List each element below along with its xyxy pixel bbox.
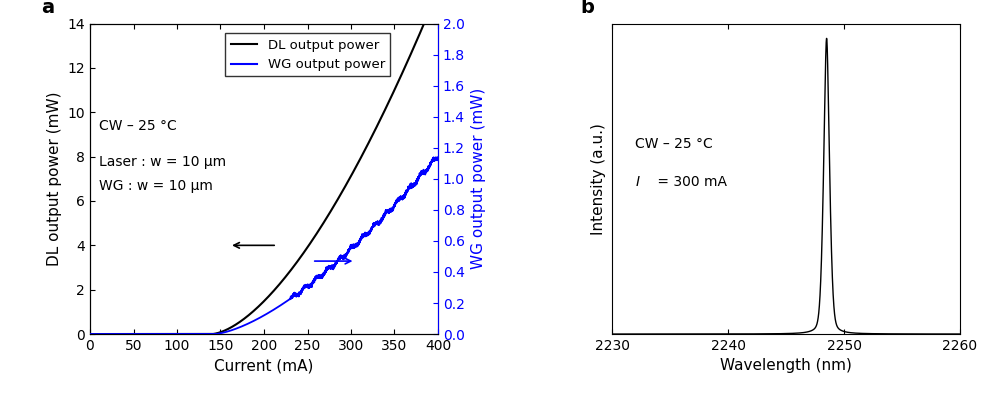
Text: I: I bbox=[635, 175, 639, 189]
Text: CW – 25 °C: CW – 25 °C bbox=[99, 119, 176, 133]
Y-axis label: WG output power (mW): WG output power (mW) bbox=[471, 88, 486, 270]
Text: a: a bbox=[41, 0, 54, 17]
Text: b: b bbox=[581, 0, 595, 17]
Legend: DL output power, WG output power: DL output power, WG output power bbox=[225, 33, 390, 76]
Text: CW – 25 °C: CW – 25 °C bbox=[635, 137, 713, 151]
Text: Laser : w = 10 μm: Laser : w = 10 μm bbox=[99, 154, 226, 169]
Y-axis label: Intensity (a.u.): Intensity (a.u.) bbox=[591, 123, 606, 235]
Text: WG : w = 10 μm: WG : w = 10 μm bbox=[99, 179, 213, 193]
X-axis label: Current (mA): Current (mA) bbox=[214, 358, 314, 373]
Text: = 300 mA: = 300 mA bbox=[653, 175, 727, 189]
Y-axis label: DL output power (mW): DL output power (mW) bbox=[47, 92, 62, 266]
X-axis label: Wavelength (nm): Wavelength (nm) bbox=[720, 358, 852, 373]
